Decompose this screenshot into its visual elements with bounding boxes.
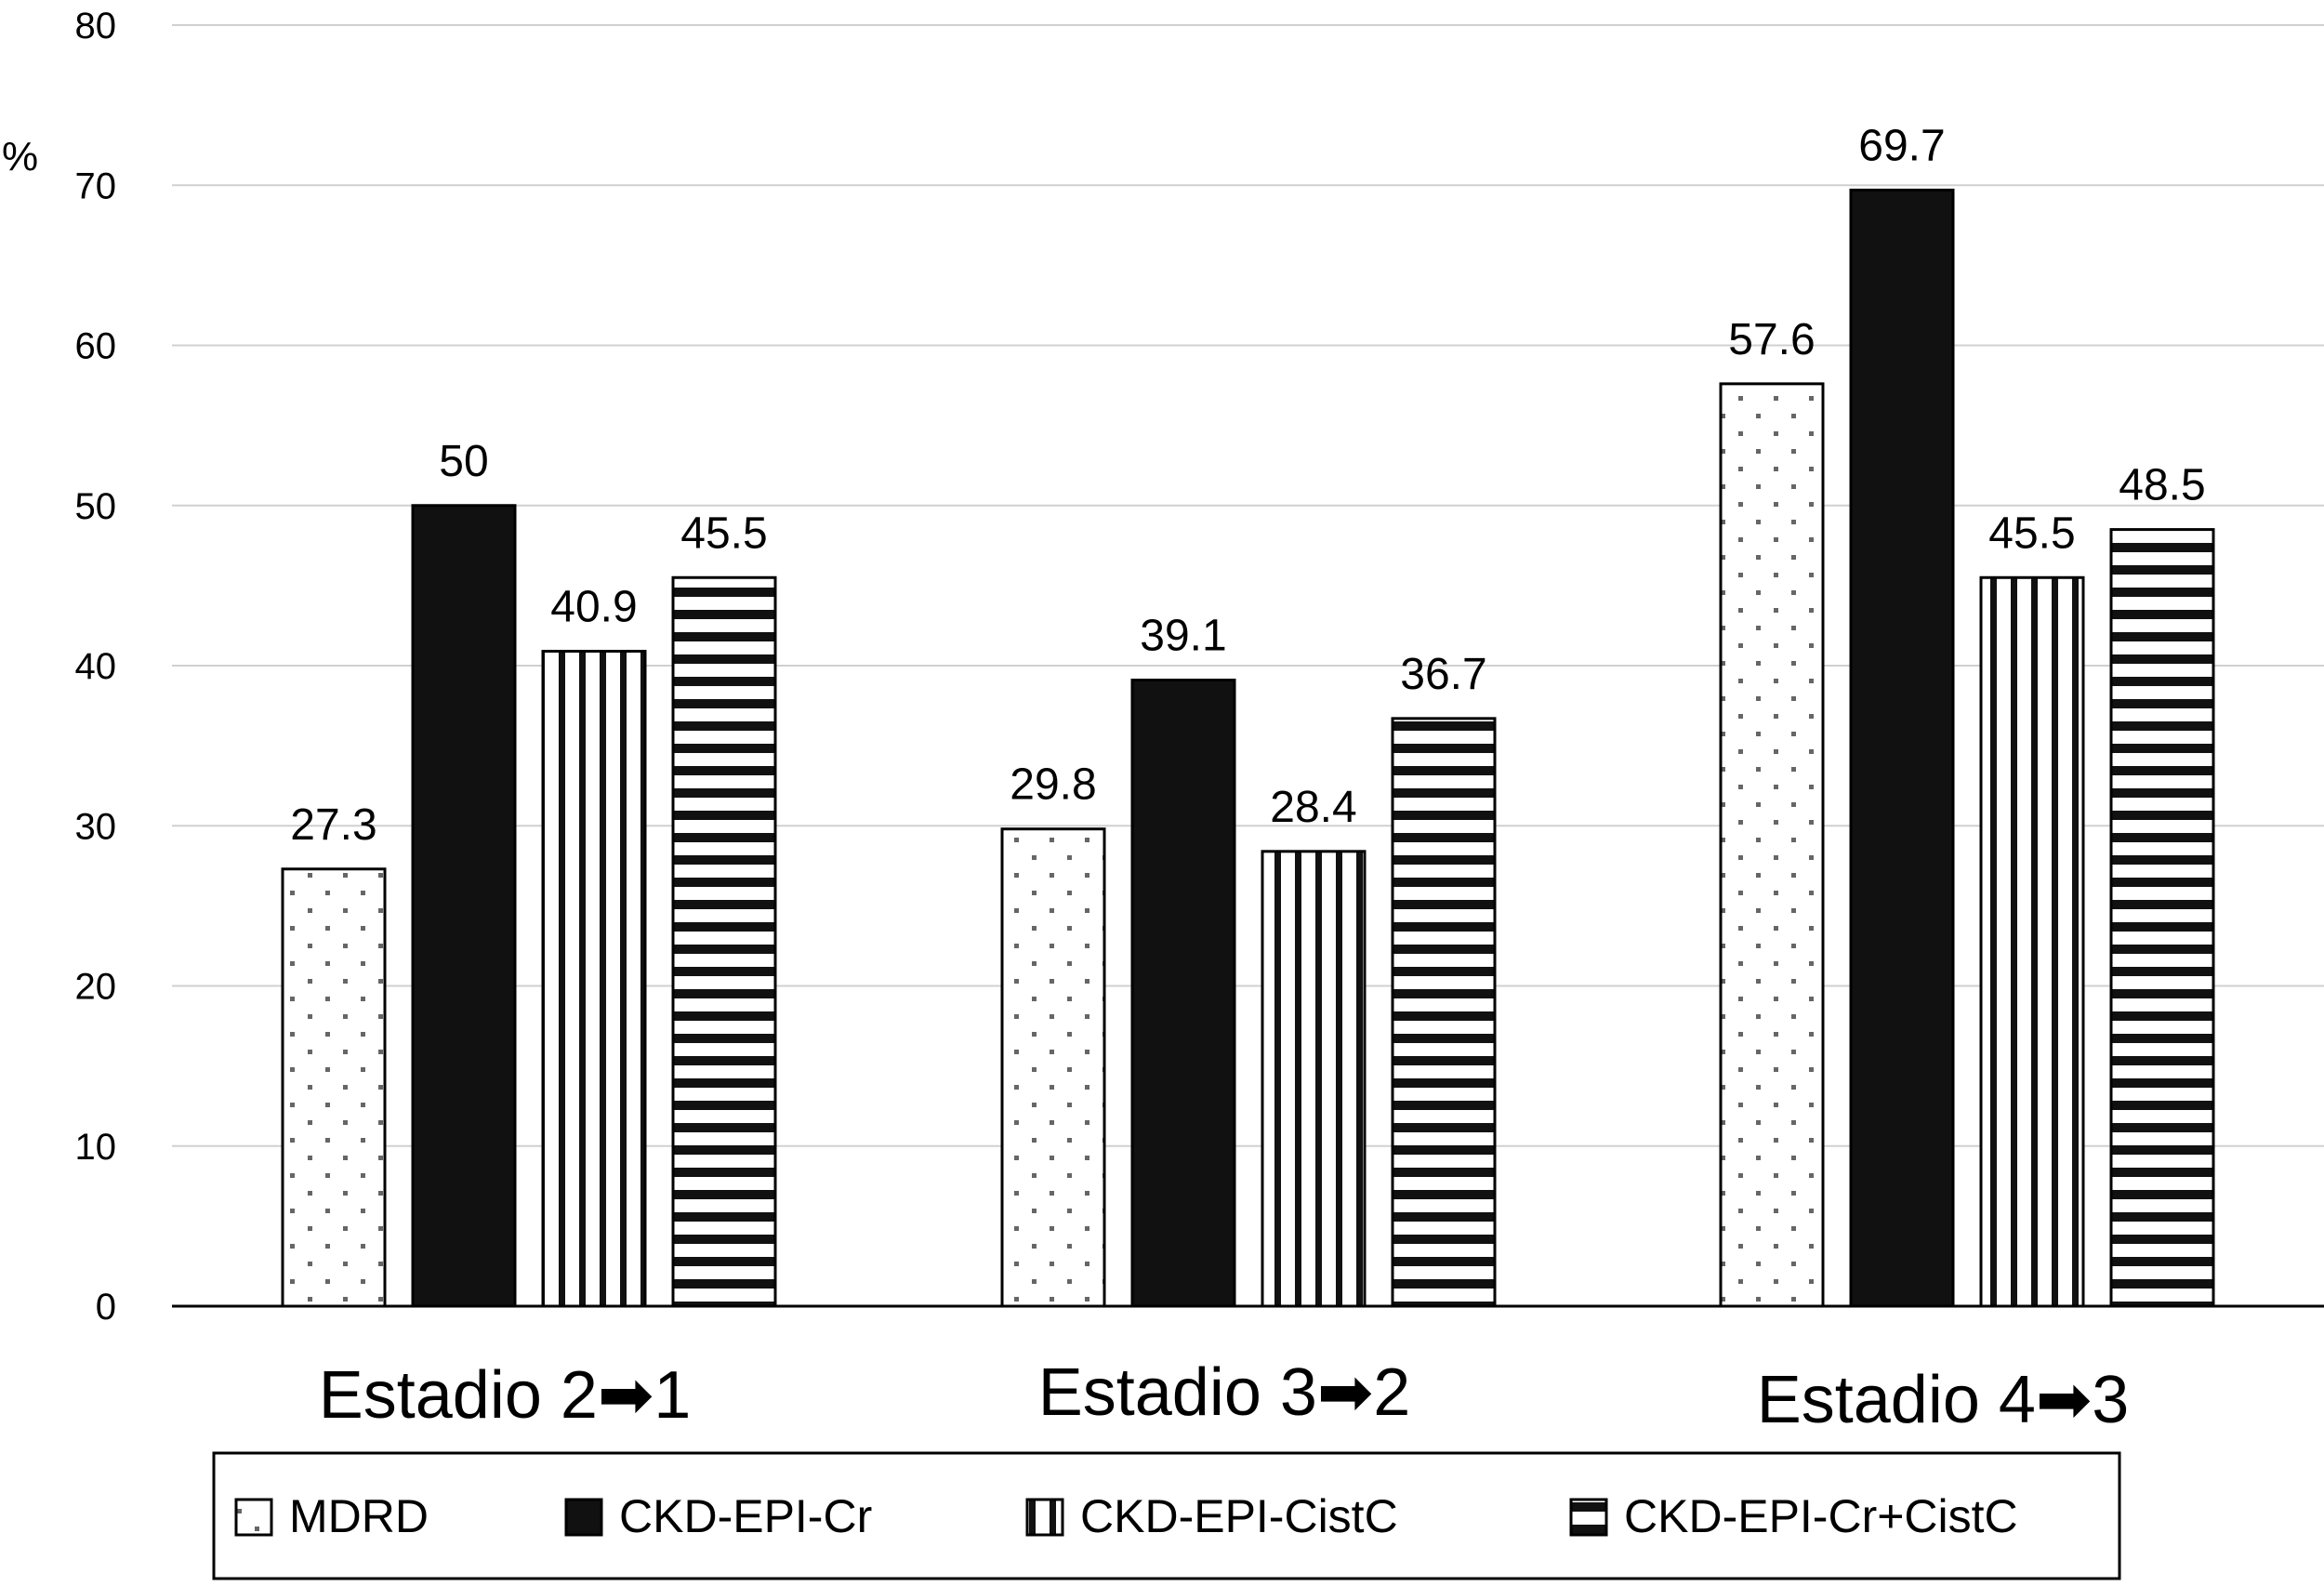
legend-swatch-mdrd bbox=[234, 1498, 273, 1537]
y-tick-label: 80 bbox=[75, 6, 117, 46]
legend-swatch-ckd-epi-cistc bbox=[1025, 1498, 1064, 1537]
category-label: Estadio 2➡1 bbox=[319, 1358, 692, 1433]
legend-label: MDRD bbox=[289, 1490, 429, 1542]
ckd-epi-cistc-bar bbox=[1261, 850, 1367, 1308]
bars bbox=[281, 188, 2215, 1308]
legend-box bbox=[212, 1451, 2121, 1580]
legend-swatch-ckd-epi-cr bbox=[564, 1498, 603, 1537]
mdrd-bar bbox=[281, 867, 387, 1308]
ckd-epi-cr-cistc-bar bbox=[1391, 717, 1497, 1308]
data-label: 29.8 bbox=[1010, 760, 1096, 810]
data-labels: 27.3 29.8 57.6 50 39.1 69.7 40.9 28.4 45.5 45.5 36… bbox=[290, 121, 2205, 849]
legend-label: CKD-EPI-Cr bbox=[619, 1490, 872, 1542]
y-tick-label: 60 bbox=[75, 326, 117, 367]
data-label: 48.5 bbox=[2119, 461, 2205, 510]
ckd-epi-cr-bar bbox=[1130, 679, 1236, 1308]
ckd-epi-cr-bar bbox=[411, 504, 517, 1308]
data-label: 57.6 bbox=[1728, 315, 1815, 364]
data-label: 28.4 bbox=[1270, 783, 1356, 832]
data-label: 36.7 bbox=[1400, 650, 1486, 699]
legend-swatch-ckd-epi-cr-cistc bbox=[1569, 1498, 1608, 1537]
legend: MDRD CKD-EPI-Cr CKD-EPI-CistC CKD-EPI-Cr+Ci… bbox=[212, 1451, 2121, 1580]
legend-label: CKD-EPI-CistC bbox=[1080, 1490, 1398, 1542]
y-tick-label: 40 bbox=[75, 646, 117, 687]
data-label: 50 bbox=[439, 437, 488, 486]
y-axis-label: % bbox=[2, 134, 38, 179]
y-tick-label: 20 bbox=[75, 967, 117, 1008]
data-label: 45.5 bbox=[680, 509, 767, 558]
ckd-epi-cr-cistc-bar bbox=[671, 575, 777, 1308]
data-label: 27.3 bbox=[290, 800, 376, 850]
y-tick-label: 0 bbox=[96, 1287, 116, 1328]
y-tick-label: 70 bbox=[75, 165, 117, 206]
x-axis-categories: Estadio 2➡1 Estadio 3➡2 Estadio 4➡3 bbox=[319, 1355, 2130, 1437]
ckd-epi-cr-bar bbox=[1849, 188, 1955, 1308]
y-tick-label: 50 bbox=[75, 486, 117, 527]
y-axis: 0 10 20 30 40 50 60 70 80% bbox=[2, 6, 2324, 1328]
mdrd-bar bbox=[1719, 382, 1825, 1308]
category-label: Estadio 4➡3 bbox=[1757, 1363, 2130, 1437]
ckd-epi-cr-cistc-bar bbox=[2109, 528, 2215, 1308]
gridlines bbox=[172, 24, 2324, 1147]
y-tick-label: 30 bbox=[75, 806, 117, 847]
ckd-epi-cistc-bar bbox=[1979, 575, 2085, 1308]
ckd-epi-cistc-bar bbox=[541, 649, 647, 1308]
data-label: 69.7 bbox=[1858, 121, 1945, 170]
legend-label: CKD-EPI-Cr+CistC bbox=[1624, 1490, 2018, 1542]
category-label: Estadio 3➡2 bbox=[1038, 1355, 1411, 1430]
y-tick-label: 10 bbox=[75, 1127, 117, 1168]
data-label: 39.1 bbox=[1140, 612, 1226, 661]
data-label: 45.5 bbox=[1988, 509, 2075, 558]
mdrd-bar bbox=[1000, 827, 1106, 1308]
data-label: 40.9 bbox=[550, 582, 637, 631]
